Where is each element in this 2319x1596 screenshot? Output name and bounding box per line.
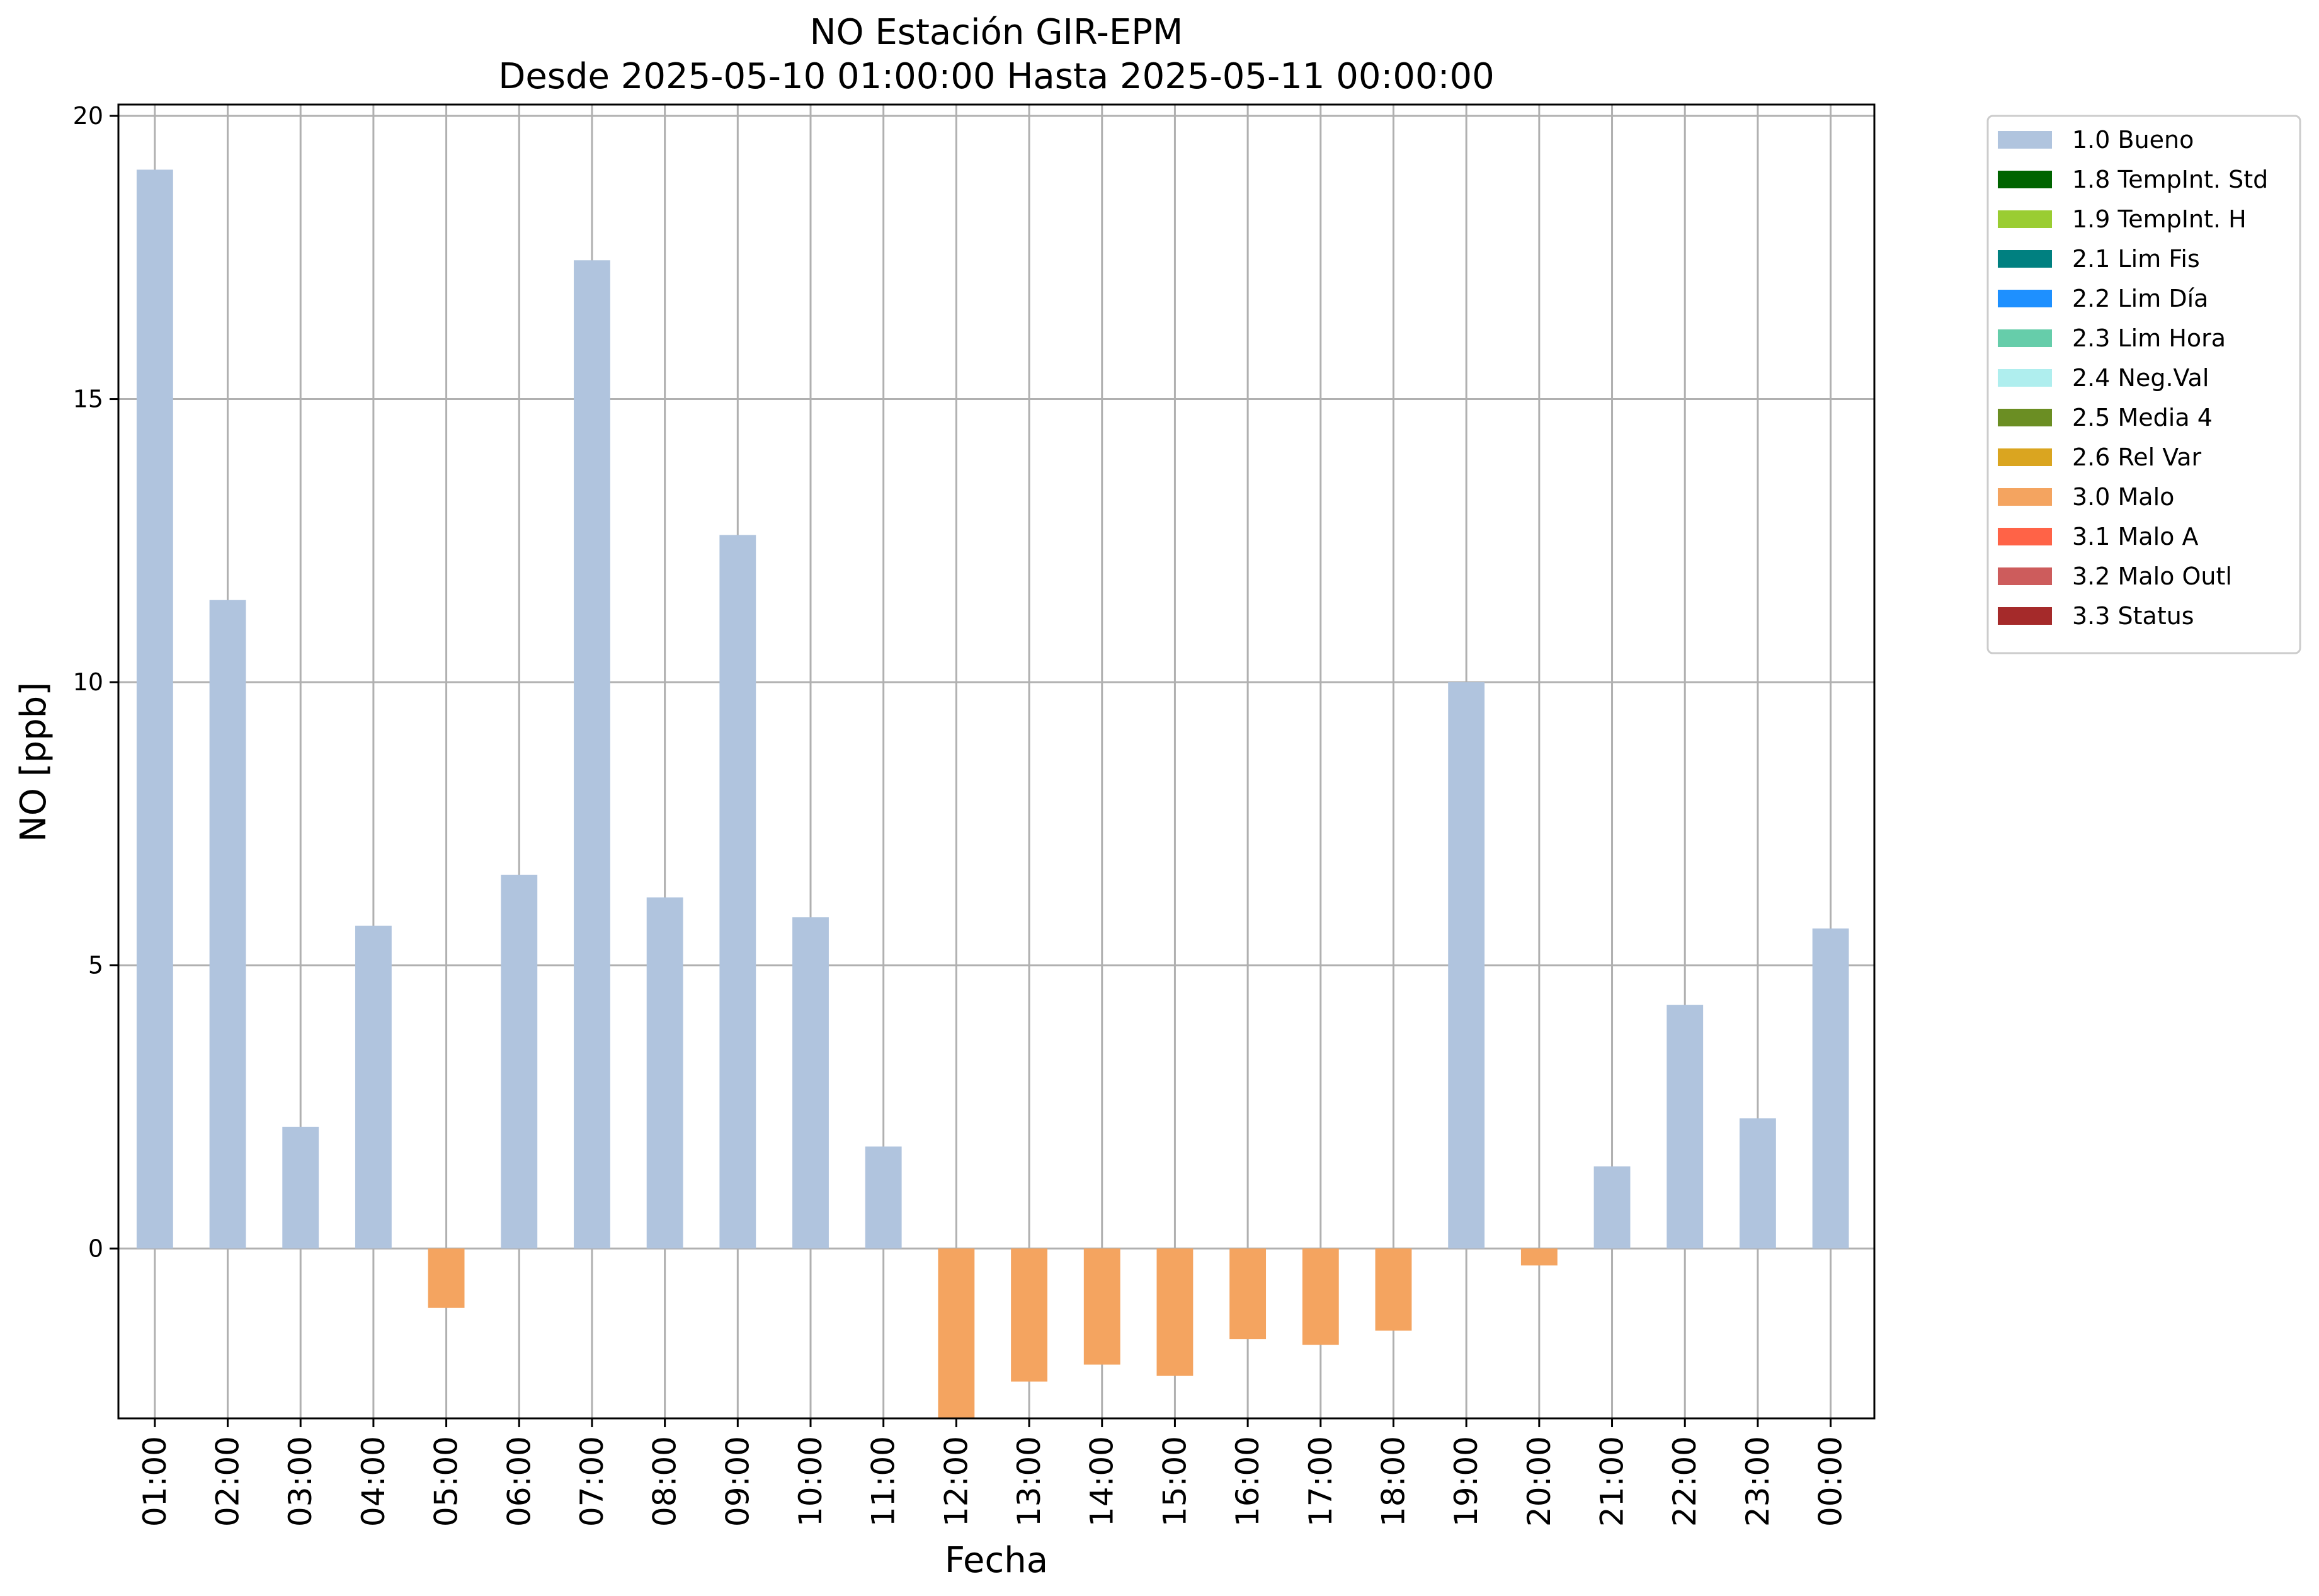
x-tick-label: 23:00	[1740, 1436, 1776, 1527]
bar	[1083, 1248, 1120, 1365]
x-tick-label: 01:00	[137, 1436, 173, 1527]
legend-swatch	[1998, 329, 2052, 347]
x-tick-label: 05:00	[428, 1436, 465, 1527]
legend-label: 2.5 Media 4	[2072, 404, 2213, 431]
bar	[355, 925, 392, 1249]
x-tick-label: 04:00	[355, 1436, 392, 1527]
bar	[646, 897, 683, 1249]
legend-label: 3.3 Status	[2072, 602, 2194, 630]
y-tick-label: 5	[88, 952, 103, 979]
bar	[938, 1248, 975, 1418]
x-tick-label: 10:00	[792, 1436, 829, 1527]
legend-label: 2.1 Lim Fis	[2072, 245, 2200, 273]
legend-label: 2.2 Lim Día	[2072, 285, 2208, 312]
x-tick-label: 09:00	[719, 1436, 756, 1527]
x-tick-label: 20:00	[1521, 1436, 1558, 1527]
x-tick-label: 03:00	[282, 1436, 319, 1527]
bar	[1156, 1248, 1194, 1376]
legend-swatch	[1998, 567, 2052, 585]
x-tick-label: 21:00	[1594, 1436, 1631, 1527]
x-tick-label: 02:00	[210, 1436, 246, 1527]
bar	[719, 535, 756, 1249]
x-tick-label: 15:00	[1156, 1436, 1193, 1527]
legend-label: 1.8 TempInt. Std	[2072, 166, 2268, 193]
bar	[1667, 1005, 1704, 1249]
bar	[865, 1146, 902, 1249]
bar	[574, 260, 610, 1249]
plot-frame	[117, 103, 1876, 1420]
legend-swatch	[1998, 250, 2052, 268]
y-tick-label: 10	[73, 668, 103, 696]
bar	[1011, 1248, 1047, 1382]
legend-frame	[1986, 115, 2301, 654]
x-tick-label: 08:00	[647, 1436, 683, 1527]
legend-swatch	[1998, 607, 2052, 625]
x-tick-label: 12:00	[938, 1436, 974, 1527]
bar	[1739, 1118, 1776, 1249]
x-tick-label: 17:00	[1302, 1436, 1339, 1527]
bar	[282, 1126, 319, 1249]
legend-swatch	[1998, 290, 2052, 307]
legend-label: 2.6 Rel Var	[2072, 443, 2202, 471]
bar	[1593, 1166, 1631, 1249]
x-tick-label: 06:00	[501, 1436, 537, 1527]
legend-label: 1.0 Bueno	[2072, 126, 2194, 154]
legend-label: 1.9 TempInt. H	[2072, 205, 2247, 233]
legend-swatch	[1998, 171, 2052, 188]
x-tick-label: 19:00	[1448, 1436, 1484, 1527]
legend-swatch	[1998, 131, 2052, 149]
legend-label: 2.4 Neg.Val	[2072, 364, 2209, 392]
legend: 1.0 Bueno 1.8 TempInt. Std 1.9 TempInt. H 2…	[1986, 115, 2301, 654]
bar	[209, 600, 246, 1249]
x-tick-label: 13:00	[1011, 1436, 1047, 1527]
bar	[1812, 928, 1849, 1249]
legend-swatch	[1998, 409, 2052, 426]
legend-swatch	[1998, 210, 2052, 228]
bar	[1302, 1248, 1339, 1345]
legend-label: 3.0 Malo	[2072, 483, 2174, 511]
bar	[1229, 1248, 1267, 1340]
x-tick-label: 00:00	[1813, 1436, 1849, 1527]
bar	[1520, 1248, 1558, 1266]
legend-label: 3.1 Malo A	[2072, 523, 2198, 550]
legend-label: 3.2 Malo Outl	[2072, 562, 2232, 590]
y-axis-label: NO [ppb]	[13, 682, 54, 842]
y-tick-label: 20	[73, 102, 103, 130]
bars	[136, 169, 1849, 1418]
legend-swatch	[1998, 369, 2052, 387]
x-tick-label: 16:00	[1229, 1436, 1266, 1527]
legend-swatch	[1998, 488, 2052, 506]
x-tick-label: 11:00	[865, 1436, 902, 1527]
chart-title: NO Estación GIR-EPM	[810, 12, 1183, 53]
x-tick-label: 18:00	[1375, 1436, 1411, 1527]
bar	[1375, 1248, 1412, 1331]
bar	[1448, 682, 1485, 1249]
x-tick-label: 14:00	[1084, 1436, 1120, 1527]
bar	[501, 874, 538, 1249]
y-tick-label: 15	[73, 385, 103, 413]
x-tick-label: 22:00	[1667, 1436, 1703, 1527]
legend-swatch	[1998, 448, 2052, 466]
chart-subtitle: Desde 2025-05-10 01:00:00 Hasta 2025-05-…	[498, 56, 1495, 97]
y-tick-label: 0	[88, 1234, 103, 1262]
bar	[792, 917, 829, 1249]
bar	[136, 169, 173, 1249]
bar	[428, 1248, 465, 1308]
legend-swatch	[1998, 528, 2052, 545]
x-tick-label: 07:00	[574, 1436, 610, 1527]
legend-label: 2.3 Lim Hora	[2072, 324, 2226, 352]
axes: 01:00 02:00 03:00 04:00 05:00 06:00 07:00 08:00…	[73, 102, 1876, 1527]
x-axis-label: Fecha	[945, 1540, 1048, 1581]
